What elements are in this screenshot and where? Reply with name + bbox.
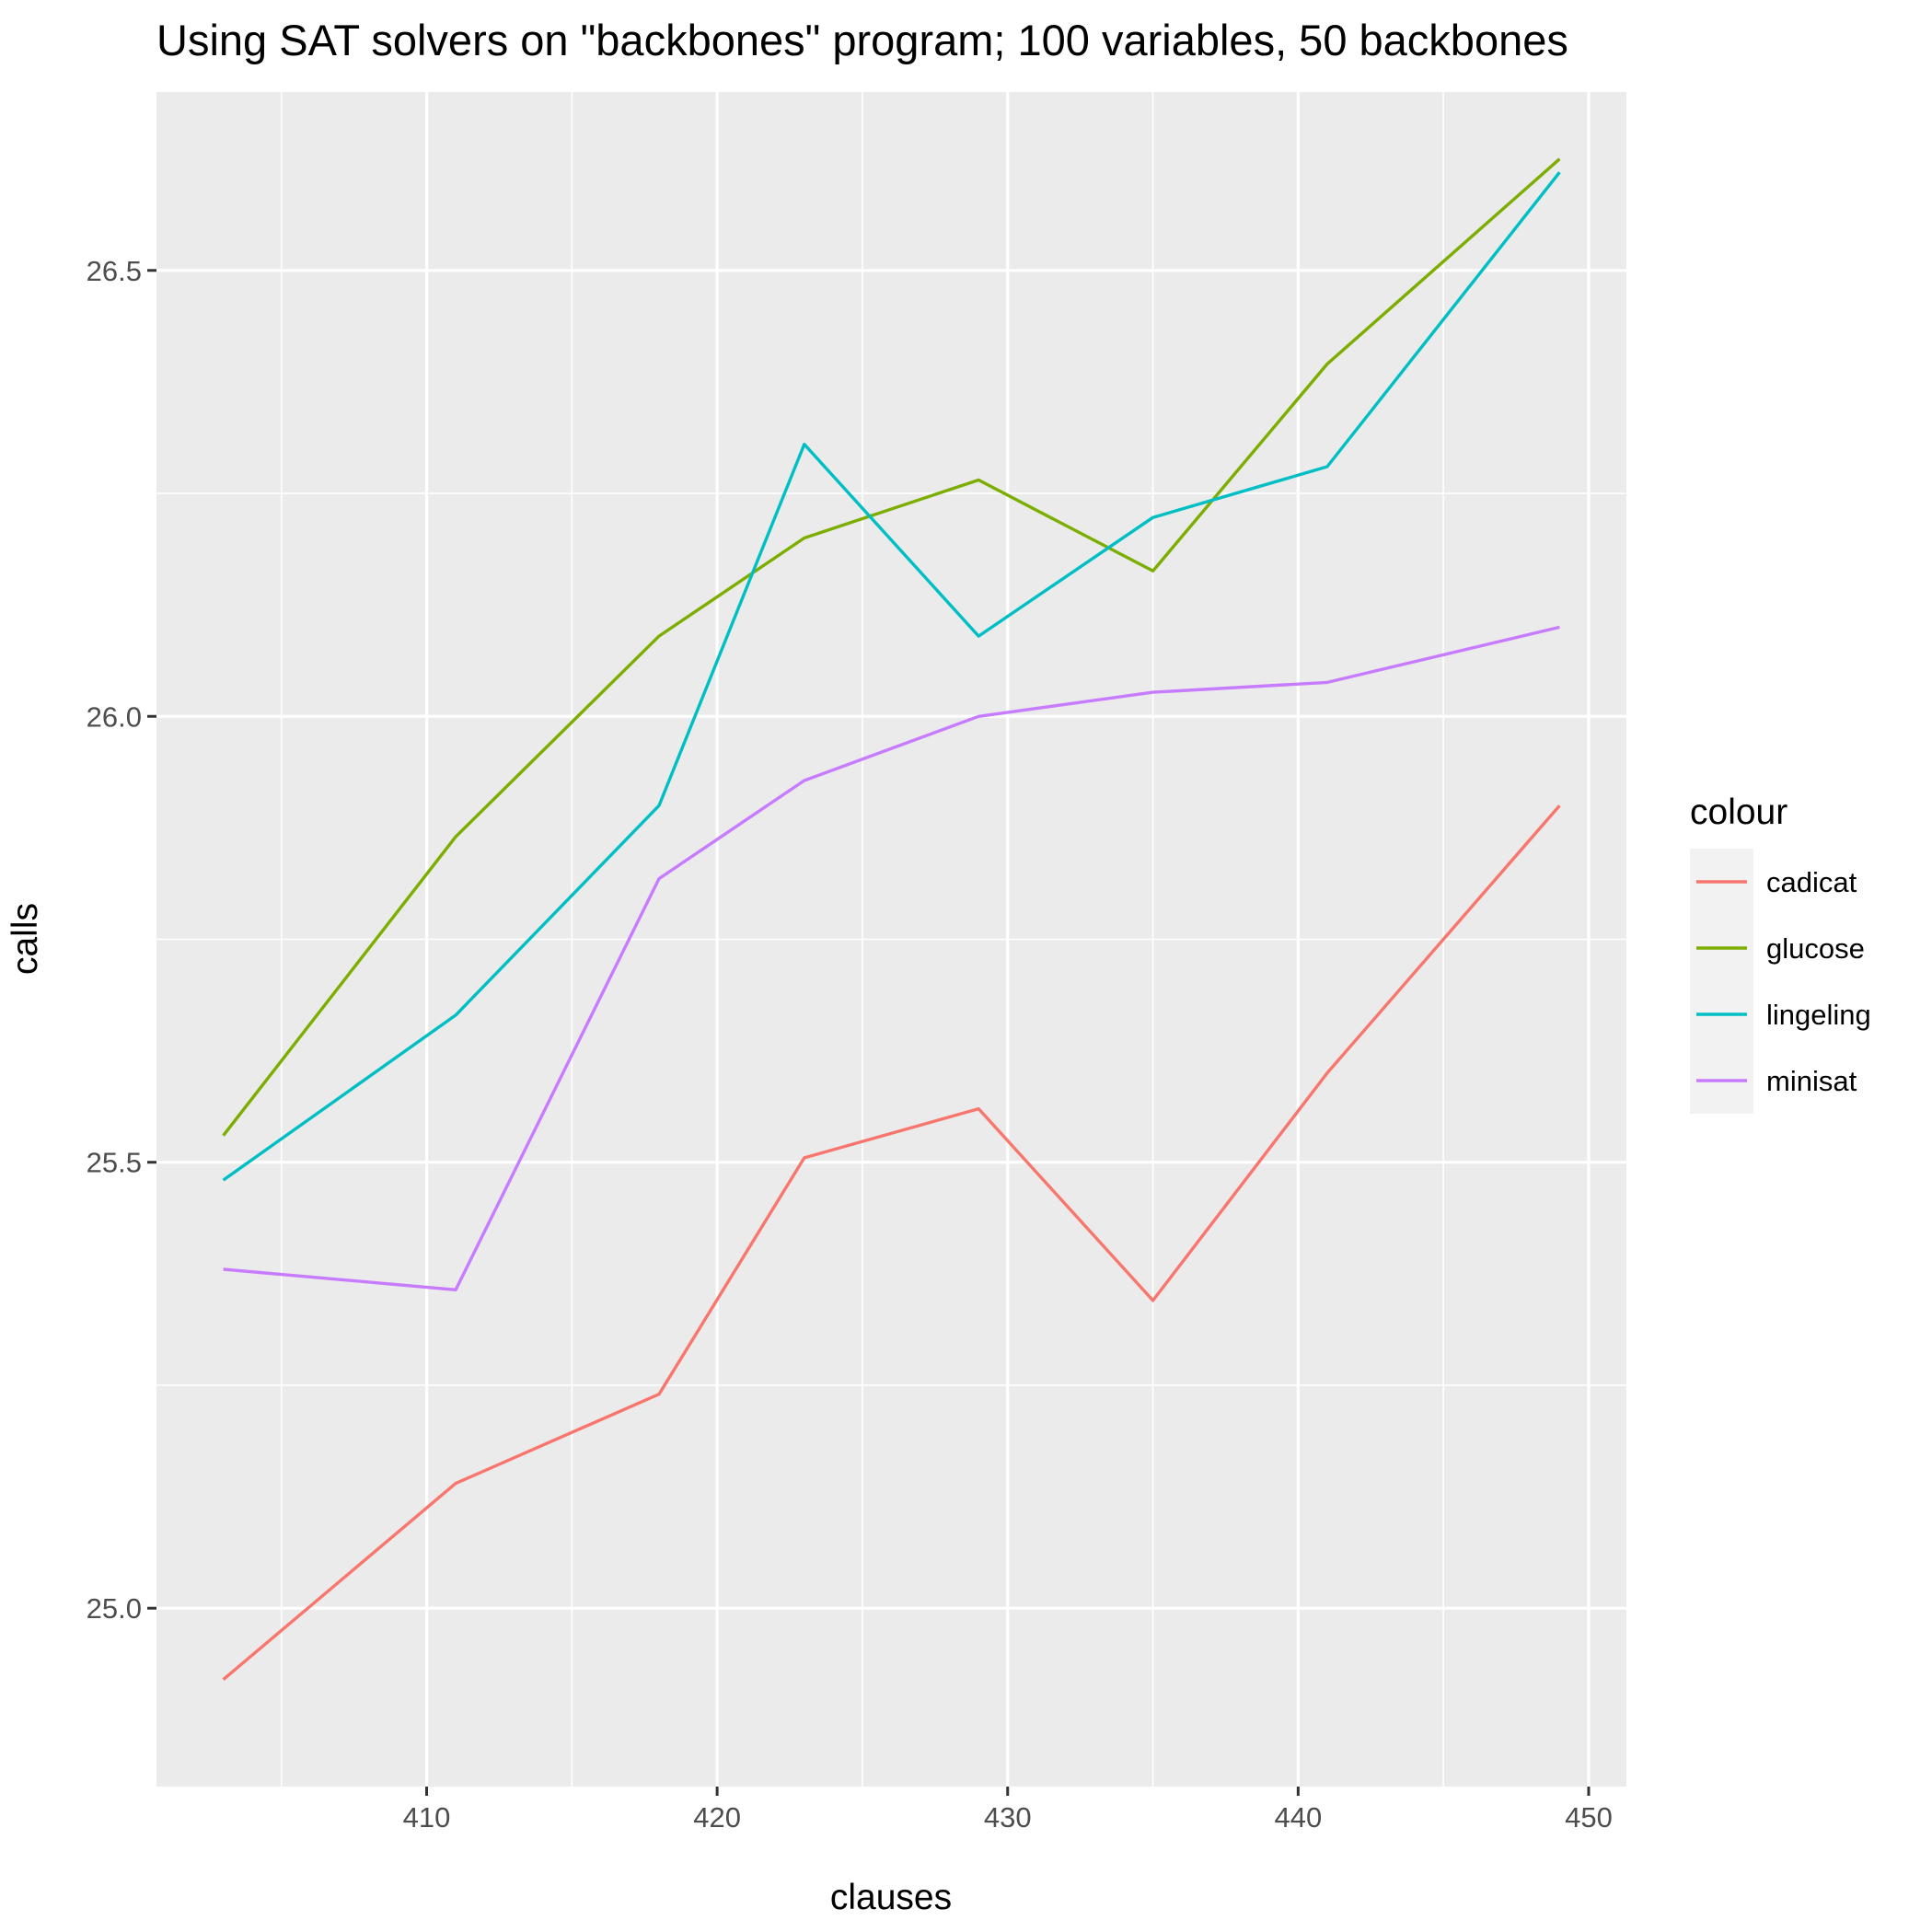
y-axis-title: calls	[6, 903, 45, 975]
y-axis: 25.0 25.5 26.0 26.5	[87, 255, 156, 1625]
x-tick-label: 430	[984, 1801, 1032, 1834]
legend-label-cadicat: cadicat	[1766, 866, 1857, 898]
minor-gridlines	[156, 92, 1626, 1787]
x-tick-label: 410	[403, 1801, 451, 1834]
y-tick-label: 25.0	[87, 1592, 142, 1625]
y-tick-label: 26.5	[87, 255, 142, 287]
x-tick-label: 450	[1565, 1801, 1613, 1834]
legend: colour cadicat glucose lingeling minisat	[1690, 792, 1871, 1114]
legend-label-glucose: glucose	[1766, 932, 1865, 965]
x-tick-label: 420	[693, 1801, 741, 1834]
x-tick-label: 440	[1274, 1801, 1322, 1834]
legend-label-minisat: minisat	[1766, 1065, 1857, 1097]
series-line-glucose	[222, 157, 1561, 1137]
legend-label-lingeling: lingeling	[1766, 999, 1871, 1031]
series-line-cadicat	[222, 804, 1561, 1681]
y-tick-label: 25.5	[87, 1147, 142, 1179]
series-lines	[222, 157, 1561, 1681]
x-axis: 410 420 430 440 450	[403, 1787, 1613, 1834]
major-gridlines	[156, 92, 1626, 1787]
legend-title: colour	[1690, 792, 1787, 832]
series-line-minisat	[223, 625, 1560, 1292]
chart-title: Using SAT solvers on "backbones" program…	[156, 16, 1568, 64]
series-line-lingeling	[222, 171, 1561, 1182]
x-axis-title: clauses	[830, 1878, 952, 1917]
legend-items: cadicat glucose lingeling minisat	[1690, 849, 1871, 1114]
y-tick-label: 26.0	[87, 700, 142, 733]
